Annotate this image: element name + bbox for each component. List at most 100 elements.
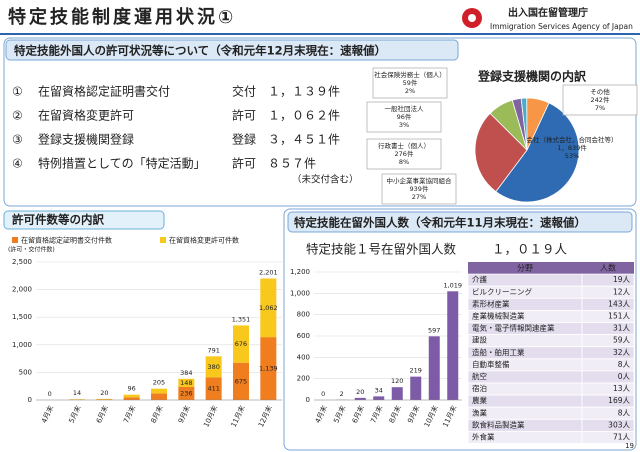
item-label: 登録支援機関登録 bbox=[38, 132, 134, 147]
table-cell: 12人 bbox=[613, 287, 631, 296]
table-cell: 素形材産業 bbox=[472, 298, 510, 308]
pie-slice bbox=[526, 97, 550, 151]
bar-segment bbox=[178, 378, 195, 387]
table-cell: 宿泊 bbox=[472, 383, 487, 393]
segment-label: 676 bbox=[235, 340, 247, 348]
item-label: 在留資格変更許可 bbox=[38, 108, 134, 123]
item-count: ３，４５１件 bbox=[268, 133, 340, 147]
table-cell: 13人 bbox=[613, 384, 631, 393]
segment-label: 411 bbox=[207, 385, 219, 393]
table-cell: 143人 bbox=[608, 299, 630, 308]
item-note: （未交付含む） bbox=[292, 174, 359, 186]
section-title: 特定技能外国人の許可状況等について（令和元年12月末現在：速報値） bbox=[14, 44, 386, 58]
item-count: ８５７件 bbox=[268, 157, 316, 171]
pie-label-count: 1，839件 bbox=[557, 143, 587, 152]
segment-label: 148 bbox=[180, 379, 192, 387]
segment-label: 675 bbox=[235, 377, 247, 385]
total-label: 20 bbox=[100, 389, 108, 397]
total-label: 14 bbox=[73, 389, 81, 397]
value-label: 0 bbox=[321, 390, 325, 398]
pie-label-name: 中小企業事業協同組合 bbox=[387, 176, 453, 185]
pie-label-name: 一般社団法人 bbox=[385, 104, 425, 113]
bar-segment bbox=[96, 398, 113, 400]
table-header-cell: 分野 bbox=[517, 264, 533, 273]
y-tick-label: 1,200 bbox=[290, 268, 310, 276]
bar-segment bbox=[260, 337, 277, 400]
table-cell: 造船・舶用工業 bbox=[472, 347, 525, 357]
y-tick-label: 500 bbox=[19, 368, 32, 376]
bar bbox=[447, 291, 459, 400]
pie-label-percent: 3% bbox=[399, 121, 409, 129]
table-cell: 8人 bbox=[618, 360, 631, 369]
breakdown-title-bar bbox=[3, 210, 165, 230]
table-cell: ビルクリーニング bbox=[472, 286, 532, 296]
page-number: 19 bbox=[625, 442, 634, 450]
table-cell: 8人 bbox=[618, 408, 631, 417]
table-cell: 航空 bbox=[472, 371, 487, 381]
table-cell: 産業機械製造業 bbox=[472, 310, 525, 320]
item-kind: 交付 bbox=[232, 84, 256, 99]
item-label: 在留資格認定証明書交付 bbox=[38, 84, 170, 99]
pie-label-count: 96件 bbox=[397, 112, 412, 121]
pie-label-box bbox=[366, 101, 442, 133]
table-cell: 151人 bbox=[608, 311, 630, 320]
total-label: 384 bbox=[180, 369, 192, 377]
item-count: １，１３９件 bbox=[268, 85, 340, 99]
value-label: 219 bbox=[410, 367, 422, 375]
table-cell: 31人 bbox=[613, 324, 631, 333]
value-label: 34 bbox=[375, 386, 383, 394]
item-kind: 許可 bbox=[232, 157, 256, 171]
table-cell: 59人 bbox=[613, 336, 631, 345]
value-label: 20 bbox=[356, 388, 364, 396]
pie-label-name: 行政書士（個人） bbox=[378, 141, 430, 150]
y-tick-label: 1,500 bbox=[12, 313, 32, 321]
table-cell: 303人 bbox=[608, 420, 630, 429]
table-header-cell: 人数 bbox=[600, 263, 616, 273]
item-number: ③ bbox=[12, 133, 23, 147]
pie-label-percent: 53% bbox=[565, 152, 579, 160]
table-cell: 電気・電子情報関連産業 bbox=[472, 323, 555, 333]
item-kind: 許可 bbox=[232, 109, 256, 123]
y-tick-label: 0 bbox=[28, 396, 32, 404]
bar bbox=[391, 387, 403, 400]
bar-segment bbox=[151, 388, 167, 394]
item-label: 特例措置としての「特定活動」 bbox=[38, 156, 206, 171]
total-label: 0 bbox=[48, 390, 52, 398]
legend-label: 在留資格認定証明書交付件数 bbox=[21, 236, 112, 245]
chart-title: 許可件数等の内訳 bbox=[12, 213, 104, 227]
segment-label: 1,139 bbox=[259, 365, 278, 373]
bar-segment bbox=[151, 393, 167, 400]
segment-label: 380 bbox=[207, 363, 219, 371]
value-label: 1,019 bbox=[443, 281, 462, 289]
pie-slice bbox=[495, 102, 580, 203]
pie-label-percent: 27% bbox=[412, 193, 426, 201]
section-title: 特定技能在留外国人数（令和元年11月末現在：速報値） bbox=[294, 216, 586, 230]
legend-label: 在留資格変更許可件数 bbox=[169, 236, 239, 245]
item-number: ④ bbox=[12, 157, 23, 171]
y-tick-label: 1,000 bbox=[290, 289, 310, 297]
pie-label-percent: 8% bbox=[399, 158, 409, 166]
table-cell: 飲食料品製造業 bbox=[472, 419, 525, 429]
permits-title-bar bbox=[5, 39, 459, 61]
y-axis-label: (許可・交付件数) bbox=[8, 246, 55, 254]
y-tick-label: 200 bbox=[297, 375, 310, 383]
table-header bbox=[468, 262, 634, 275]
y-tick-label: 400 bbox=[297, 353, 310, 361]
table-cell: 建設 bbox=[472, 335, 487, 345]
legend-swatch bbox=[160, 237, 166, 243]
item-number: ① bbox=[12, 85, 23, 99]
segment-label: 236 bbox=[180, 389, 192, 397]
pie-label-name: その他 bbox=[590, 87, 610, 96]
table-row bbox=[581, 430, 635, 444]
page-title: 特定技能制度運用状況① bbox=[8, 6, 236, 28]
bar bbox=[428, 336, 440, 400]
total-label: 791 bbox=[207, 346, 219, 354]
table-cell: 外食業 bbox=[472, 431, 495, 441]
pie-label-percent: 2% bbox=[405, 87, 415, 95]
item-count: １，０６２件 bbox=[268, 109, 340, 123]
legend-swatch bbox=[12, 237, 18, 243]
table-cell: 漁業 bbox=[472, 407, 487, 417]
bar-segment bbox=[123, 394, 140, 398]
y-tick-label: 2,500 bbox=[12, 258, 32, 266]
